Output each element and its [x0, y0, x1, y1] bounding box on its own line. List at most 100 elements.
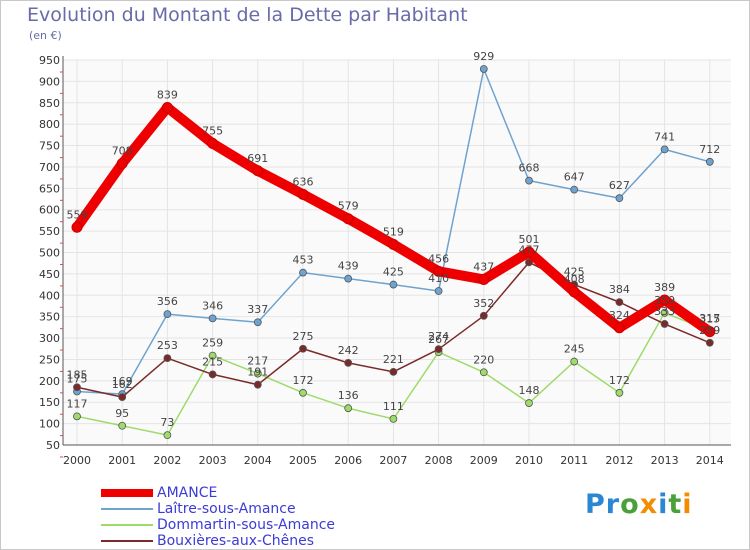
series-point-3	[208, 370, 217, 379]
data-label: 172	[293, 374, 314, 387]
legend-item: Bouxières-aux-Chênes	[101, 533, 335, 549]
x-tick-label: 2009	[470, 454, 498, 467]
series-point-3	[118, 393, 127, 401]
series-point-3	[344, 358, 353, 367]
series-point-2	[525, 399, 533, 407]
data-label: 453	[293, 254, 314, 267]
data-label: 220	[473, 353, 494, 366]
data-label: 627	[609, 179, 630, 192]
y-tick-label: 50	[46, 439, 60, 452]
series-point-1	[344, 274, 353, 283]
legend-item: Dommartin-sous-Amance	[101, 517, 335, 533]
series-point-2	[208, 351, 217, 360]
data-label: 275	[293, 330, 314, 343]
legend-swatch	[101, 540, 153, 542]
series-point-0	[297, 188, 309, 200]
y-tick-label: 250	[39, 353, 60, 366]
data-label: 579	[338, 200, 359, 213]
series-point-2	[299, 388, 307, 397]
series-point-1	[253, 318, 262, 327]
logo-letter: t	[668, 489, 683, 520]
data-label: 636	[293, 175, 314, 188]
data-label: 221	[383, 353, 404, 366]
series-point-1	[299, 268, 307, 277]
data-label: 425	[383, 266, 404, 279]
x-tick-label: 2001	[108, 454, 136, 467]
series-point-3	[253, 380, 262, 389]
y-tick-label: 200	[39, 375, 60, 388]
y-tick-label: 550	[39, 225, 60, 238]
logo-letter: r	[605, 489, 621, 520]
data-label: 439	[338, 260, 359, 273]
series-point-0	[523, 246, 535, 258]
series-point-2	[479, 368, 488, 377]
data-label: 274	[428, 330, 449, 343]
legend-label: AMANCE	[157, 485, 218, 501]
data-label: 111	[383, 400, 404, 413]
y-tick-label: 150	[39, 396, 60, 409]
data-label: 289	[699, 324, 720, 337]
series-point-3	[163, 354, 172, 363]
data-label: 691	[247, 152, 268, 165]
series-point-0	[161, 101, 173, 113]
data-label: 333	[654, 305, 675, 318]
legend-item: AMANCE	[101, 485, 335, 501]
data-label: 741	[654, 130, 675, 143]
series-point-2	[660, 308, 669, 317]
series-point-3	[525, 258, 533, 267]
y-tick-label: 300	[39, 332, 60, 345]
series-point-0	[387, 238, 399, 250]
series-point-0	[252, 165, 264, 177]
series-point-3	[615, 298, 624, 307]
y-tick-label: 950	[39, 54, 60, 67]
data-label: 755	[202, 124, 223, 137]
series-point-2	[73, 412, 81, 421]
data-label: 317	[699, 312, 720, 325]
data-label: 215	[202, 355, 223, 368]
data-label: 172	[609, 374, 630, 387]
series-point-2	[163, 431, 172, 440]
series-point-1	[660, 145, 669, 154]
logo-letter: i	[658, 489, 669, 520]
series-point-3	[389, 367, 398, 376]
series-point-3	[479, 311, 488, 320]
data-label: 191	[247, 366, 268, 379]
data-label: 384	[609, 283, 630, 296]
logo-letter: P	[585, 489, 606, 520]
x-tick-label: 2007	[379, 454, 407, 467]
y-tick-label: 400	[39, 289, 60, 302]
data-label: 359	[654, 294, 675, 307]
data-label: 501	[519, 233, 540, 246]
series-point-0	[659, 294, 671, 306]
series-point-2	[344, 404, 353, 413]
x-tick-label: 2012	[605, 454, 633, 467]
x-tick-label: 2014	[696, 454, 724, 467]
legend-label: Dommartin-sous-Amance	[157, 517, 336, 533]
data-label: 175	[67, 373, 88, 386]
data-label: 519	[383, 225, 404, 238]
data-label: 389	[654, 281, 675, 294]
y-tick-label: 600	[39, 204, 60, 217]
data-label: 253	[157, 339, 178, 352]
y-tick-label: 700	[39, 161, 60, 174]
series-point-2	[389, 415, 398, 423]
data-label: 324	[609, 309, 630, 322]
x-tick-label: 2004	[244, 454, 272, 467]
series-point-0	[116, 158, 128, 170]
y-tick-label: 900	[39, 75, 60, 88]
data-label: 73	[160, 416, 174, 429]
series-point-2	[118, 421, 127, 430]
data-label: 315	[699, 313, 720, 326]
series-point-0	[71, 221, 83, 233]
data-label: 337	[247, 303, 268, 316]
legend-swatch	[101, 508, 153, 510]
y-tick-label: 800	[39, 118, 60, 131]
data-label: 425	[564, 266, 585, 279]
y-tick-label: 100	[39, 418, 60, 431]
x-tick-label: 2002	[153, 454, 181, 467]
series-point-0	[478, 273, 490, 285]
data-label: 477	[519, 243, 540, 256]
series-point-0	[342, 213, 354, 225]
data-label: 929	[473, 50, 494, 63]
